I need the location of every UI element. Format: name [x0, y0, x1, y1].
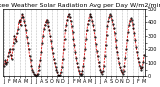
Title: Milwaukee Weather Solar Radiation Avg per Day W/m2/minute: Milwaukee Weather Solar Radiation Avg pe… — [0, 3, 160, 8]
